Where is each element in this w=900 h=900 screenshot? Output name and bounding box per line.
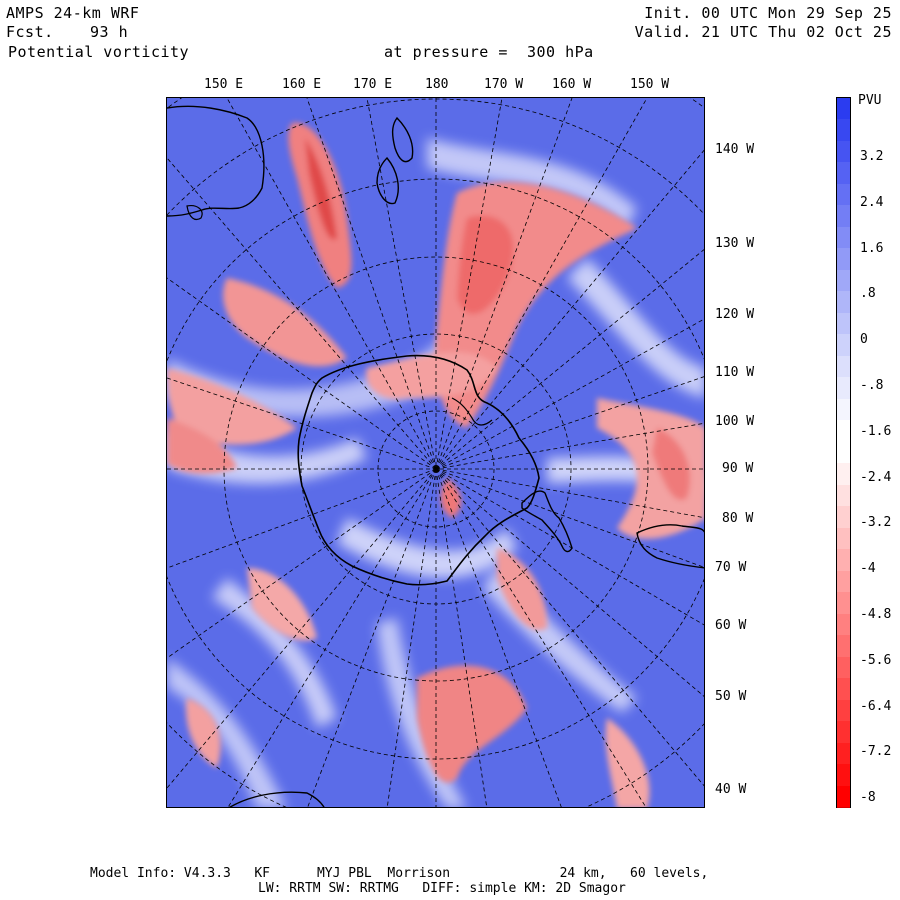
colorbar-segment: [837, 506, 850, 530]
top-lon-tick: 160 W: [552, 77, 592, 92]
top-lon-tick: 180: [425, 77, 449, 92]
colorbar-segment: [837, 592, 850, 616]
colorbar-segment: [837, 312, 850, 336]
colorbar-segment: [837, 721, 850, 745]
colorbar-label: -1.6: [860, 423, 892, 439]
colorbar-segment: [837, 119, 850, 143]
right-lon-tick: 120 W: [715, 307, 755, 322]
init-time: Init. 00 UTC Mon 29 Sep 25: [644, 4, 892, 22]
colorbar-segment: [837, 527, 850, 551]
right-lon-tick: 70 W: [715, 560, 747, 575]
colorbar-segment: [837, 463, 850, 487]
colorbar-label: -6.4: [860, 698, 892, 714]
right-lon-tick: 40 W: [715, 782, 747, 797]
new-zealand-coastline: [376, 116, 414, 205]
colorbar-label: 3.2: [860, 149, 884, 164]
colorbar-label: -.8: [860, 378, 884, 393]
colorbar-label: -5.6: [860, 652, 892, 668]
colorbar-label: .8: [860, 286, 876, 302]
right-lon-tick: 60 W: [715, 618, 747, 633]
colorbar-segment: [837, 162, 850, 186]
colorbar-unit: PVU: [858, 93, 882, 108]
right-lon-tick: 110 W: [715, 365, 755, 380]
forecast-label: Fcst.: [6, 23, 54, 41]
model-info-line2: LW: RRTM SW: RRTMG DIFF: simple KM: 2D S…: [258, 881, 626, 896]
colorbar-segment: [837, 269, 850, 293]
colorbar-segment: [837, 635, 850, 659]
top-lon-tick: 170 W: [484, 77, 524, 92]
colorbar-segment: [837, 699, 850, 723]
colorbar-segment: [837, 355, 850, 379]
colorbar-label: -3.2: [860, 515, 892, 531]
colorbar-label: -7.2: [860, 744, 892, 760]
top-lon-tick: 170 E: [353, 77, 393, 92]
colorbar-segment: [837, 205, 850, 229]
top-lon-tick: 160 E: [282, 77, 322, 92]
antarctica-coastline: [297, 354, 540, 586]
valid-time: Valid. 21 UTC Thu 02 Oct 25: [634, 23, 892, 41]
field-name: Potential vorticity: [8, 43, 190, 61]
colorbar-segment: [837, 248, 850, 272]
colorbar-label: -2.4: [860, 469, 892, 485]
colorbar-segment: [837, 441, 850, 465]
colorbar-segment: [837, 420, 850, 444]
colorbar-label: -4.8: [860, 607, 892, 622]
top-lon-tick: 150 E: [204, 77, 244, 92]
model-info-line1: Model Info: V4.3.3 KF MYJ PBL Morrison 2…: [90, 866, 709, 881]
ross-ice-shelf: [451, 397, 493, 426]
colorbar-label: -8: [860, 790, 876, 806]
colorbar-segment: [837, 484, 850, 508]
model-title: AMPS 24-km WRF: [6, 4, 140, 22]
pv-field-svg: [167, 98, 704, 807]
pv-red-regions: [167, 122, 704, 807]
colorbar-label: 2.4: [860, 194, 884, 210]
colorbar-segment: [837, 183, 850, 207]
top-lon-tick: 150 W: [630, 77, 670, 92]
graticule: [167, 98, 704, 807]
colorbar-segment: [837, 570, 850, 594]
pv-map-panel: [166, 97, 705, 808]
colorbar-segment: [837, 678, 850, 702]
right-lon-tick: 80 W: [722, 511, 754, 526]
colorbar: [836, 97, 851, 809]
right-lon-tick: 50 W: [715, 689, 747, 704]
colorbar-label: -4: [860, 561, 876, 577]
colorbar-segment: [837, 291, 850, 315]
right-lon-tick: 100 W: [715, 414, 755, 429]
colorbar-segment: [837, 764, 850, 787]
colorbar-segment: [837, 785, 850, 809]
colorbar-segment: [837, 742, 850, 766]
right-lon-tick: 140 W: [715, 142, 755, 157]
pressure-level: at pressure = 300 hPa: [384, 43, 594, 61]
colorbar-label: 1.6: [860, 240, 884, 256]
right-lon-tick: 90 W: [722, 461, 754, 476]
colorbar-segment: [837, 398, 850, 422]
antarctic-peninsula: [521, 490, 573, 553]
right-lon-tick: 130 W: [715, 236, 755, 251]
forecast-hour: 93 h: [90, 23, 129, 41]
colorbar-label: 0: [860, 332, 868, 348]
tasmania-coastline: [186, 205, 203, 221]
colorbar-segment: [837, 377, 850, 401]
colorbar-segment: [837, 98, 850, 121]
colorbar-segment: [837, 656, 850, 680]
colorbar-segment: [837, 226, 850, 250]
colorbar-segment: [837, 613, 850, 637]
colorbar-segment: [837, 334, 850, 358]
colorbar-segment: [837, 549, 850, 573]
africa-coastline: [229, 791, 325, 807]
colorbar-segment: [837, 140, 850, 164]
south-america-coastline: [636, 524, 704, 569]
